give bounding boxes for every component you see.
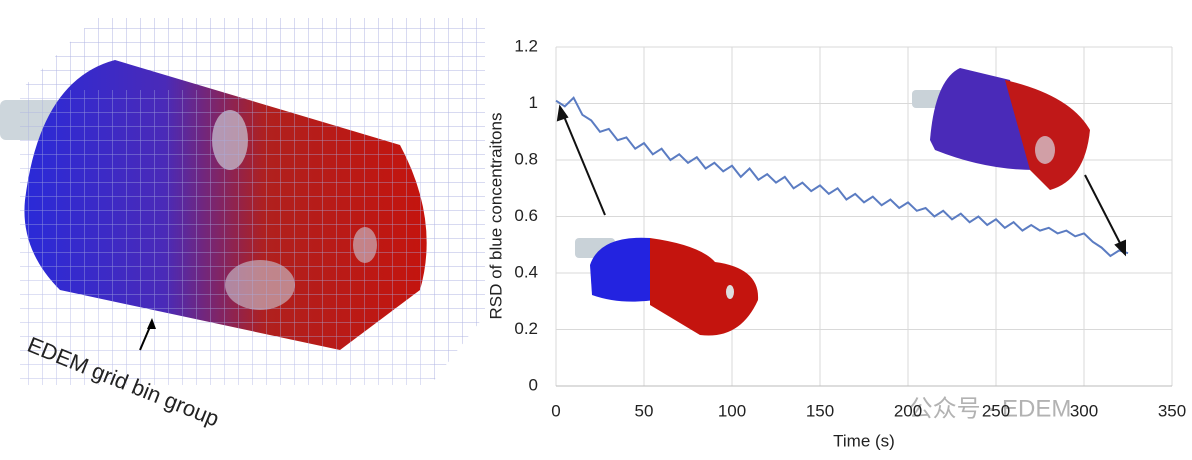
x-tick-label: 150 bbox=[806, 401, 834, 420]
x-tick-label: 50 bbox=[635, 401, 654, 420]
x-tick-label: 0 bbox=[551, 401, 560, 420]
y-tick-label: 0.2 bbox=[514, 319, 538, 338]
y-tick-label: 0 bbox=[529, 375, 538, 394]
grid-bin-rendering bbox=[0, 18, 485, 385]
x-tick-label: 250 bbox=[982, 401, 1010, 420]
x-tick-label: 350 bbox=[1158, 401, 1186, 420]
inset-final bbox=[912, 68, 1090, 190]
x-tick-label: 100 bbox=[718, 401, 746, 420]
x-tick-label: 300 bbox=[1070, 401, 1098, 420]
y-tick-label: 1 bbox=[529, 93, 538, 112]
x-tick-label: 200 bbox=[894, 401, 922, 420]
arrows bbox=[556, 104, 1126, 257]
x-axis-title: Time (s) bbox=[833, 431, 895, 450]
y-tick-label: 0.6 bbox=[514, 206, 538, 225]
watermark: 公众号 · EDEM bbox=[909, 395, 1072, 422]
y-tick-label: 1.2 bbox=[514, 36, 538, 55]
y-tick-label: 0.4 bbox=[514, 262, 538, 281]
y-tick-label: 0.8 bbox=[514, 149, 538, 168]
y-axis-title: RSD of blue concentraitons bbox=[486, 113, 505, 320]
data-line bbox=[555, 96, 1129, 258]
inset-initial bbox=[575, 237, 759, 336]
